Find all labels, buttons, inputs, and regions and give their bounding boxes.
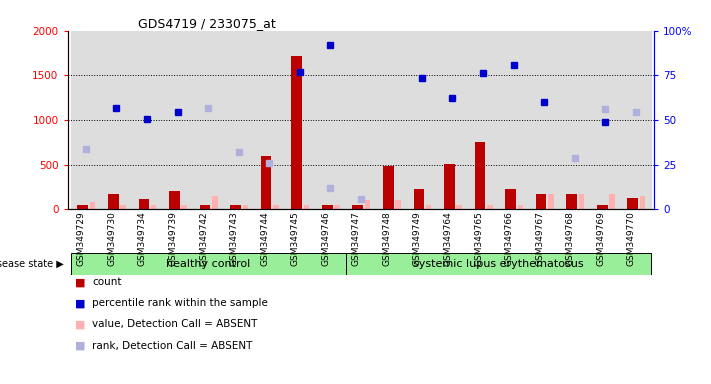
Text: GSM349766: GSM349766 (505, 211, 513, 266)
Bar (498, 31, 529, 209)
Bar (151, 205, 156, 209)
Text: GSM349742: GSM349742 (199, 211, 208, 266)
Text: GSM349729: GSM349729 (77, 211, 86, 266)
Bar (70, 253, 346, 275)
Text: GSM349746: GSM349746 (321, 211, 331, 266)
Text: count: count (92, 277, 122, 287)
Bar (609, 194, 615, 209)
Text: GSM349745: GSM349745 (291, 211, 300, 266)
Bar (132, 31, 162, 209)
Bar (590, 31, 621, 209)
Bar (162, 31, 193, 209)
Bar (475, 142, 486, 209)
Bar (548, 194, 554, 209)
Bar (426, 205, 432, 209)
Bar (444, 164, 455, 209)
Bar (353, 205, 363, 209)
Bar (242, 205, 248, 209)
Bar (529, 31, 560, 209)
Bar (506, 189, 516, 209)
Bar (334, 205, 340, 209)
Bar (487, 205, 493, 209)
Bar (468, 31, 498, 209)
Text: GSM349734: GSM349734 (138, 211, 147, 266)
Text: GSM349739: GSM349739 (169, 211, 178, 266)
Text: GSM349744: GSM349744 (260, 211, 269, 266)
Bar (414, 189, 424, 209)
Text: GSM349730: GSM349730 (107, 211, 117, 266)
Text: GSM349743: GSM349743 (230, 211, 239, 266)
Bar (77, 205, 88, 209)
Text: value, Detection Call = ABSENT: value, Detection Call = ABSENT (92, 319, 258, 329)
Bar (322, 205, 333, 209)
Bar (223, 31, 254, 209)
Text: ■: ■ (75, 341, 85, 351)
Text: ■: ■ (75, 298, 85, 308)
Bar (376, 31, 407, 209)
Text: GSM349748: GSM349748 (383, 211, 391, 266)
Bar (395, 200, 401, 209)
Bar (346, 31, 376, 209)
Bar (597, 205, 607, 209)
Text: ■: ■ (75, 277, 85, 287)
Bar (284, 31, 315, 209)
Bar (200, 205, 210, 209)
Bar (383, 166, 394, 209)
Text: GSM349747: GSM349747 (352, 211, 360, 266)
Text: GSM349749: GSM349749 (413, 211, 422, 266)
Text: GSM349769: GSM349769 (597, 211, 605, 266)
Text: systemic lupus erythematosus: systemic lupus erythematosus (413, 259, 584, 269)
Bar (212, 196, 218, 209)
Text: disease state ▶: disease state ▶ (0, 259, 64, 269)
Bar (346, 253, 651, 275)
Text: GSM349765: GSM349765 (474, 211, 483, 266)
Text: percentile rank within the sample: percentile rank within the sample (92, 298, 268, 308)
Text: GSM349767: GSM349767 (535, 211, 544, 266)
Bar (108, 194, 119, 209)
Bar (120, 205, 126, 209)
Bar (254, 31, 284, 209)
Bar (169, 192, 180, 209)
Bar (230, 205, 241, 209)
Bar (579, 194, 584, 209)
Bar (365, 200, 370, 209)
Bar (70, 31, 101, 209)
Bar (181, 205, 187, 209)
Bar (566, 194, 577, 209)
Bar (456, 205, 462, 209)
Bar (621, 31, 651, 209)
Bar (261, 156, 272, 209)
Text: GDS4719 / 233075_at: GDS4719 / 233075_at (138, 17, 276, 30)
Bar (90, 202, 95, 209)
Bar (535, 194, 547, 209)
Bar (139, 199, 149, 209)
Bar (193, 31, 223, 209)
Text: rank, Detection Call = ABSENT: rank, Detection Call = ABSENT (92, 341, 253, 351)
Bar (437, 31, 468, 209)
Bar (407, 31, 437, 209)
Text: GSM349768: GSM349768 (566, 211, 574, 266)
Text: GSM349770: GSM349770 (627, 211, 636, 266)
Bar (273, 205, 279, 209)
Bar (304, 205, 309, 209)
Bar (627, 198, 638, 209)
Text: ■: ■ (75, 319, 85, 329)
Bar (518, 205, 523, 209)
Text: GSM349764: GSM349764 (444, 211, 452, 266)
Bar (315, 31, 346, 209)
Bar (292, 56, 302, 209)
Bar (101, 31, 132, 209)
Bar (640, 196, 646, 209)
Text: healthy control: healthy control (166, 259, 250, 269)
Bar (560, 31, 590, 209)
